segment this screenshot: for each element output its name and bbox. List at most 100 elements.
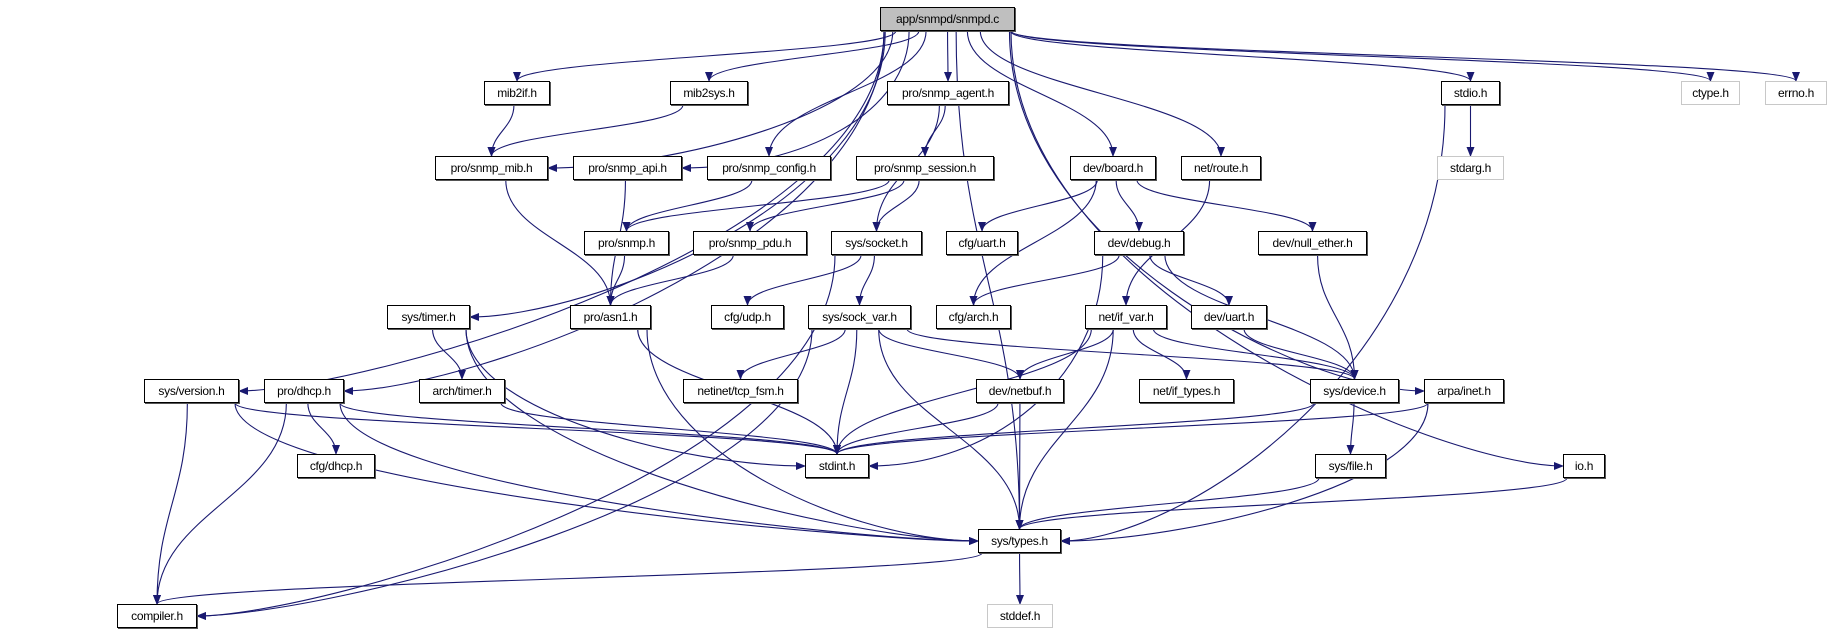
edge-snmp-pdu-to-asn1 — [606, 254, 734, 306]
node-snmp-pdu[interactable]: pro/snmp_pdu.h — [693, 231, 807, 255]
edge-dhcp-to-types — [339, 402, 979, 545]
node-dev-uart[interactable]: dev/uart.h — [1191, 305, 1267, 329]
edge-board-to-null-ether — [1136, 179, 1317, 232]
edge-device-to-file — [1346, 402, 1355, 455]
node-stddef[interactable]: stddef.h — [987, 604, 1053, 628]
node-sock-var[interactable]: sys/sock_var.h — [808, 305, 911, 329]
edge-inet-to-types — [1060, 402, 1429, 545]
node-snmp-mib[interactable]: pro/snmp_mib.h — [435, 156, 548, 180]
edge-arch-timer-to-stdint — [500, 402, 841, 455]
edge-inet-to-stdint — [833, 402, 1429, 455]
node-null-ether[interactable]: dev/null_ether.h — [1258, 231, 1367, 255]
node-file[interactable]: sys/file.h — [1315, 454, 1386, 478]
node-types[interactable]: sys/types.h — [978, 529, 1061, 553]
edge-app-to-snmp-config — [765, 30, 927, 157]
edge-file-to-types — [1015, 477, 1320, 530]
node-cfg-uart[interactable]: cfg/uart.h — [946, 231, 1018, 255]
edge-types-to-compiler — [153, 552, 983, 605]
edge-mib2if-to-snmp-mib — [487, 104, 515, 157]
node-cfg-udp[interactable]: cfg/udp.h — [711, 305, 784, 329]
node-socket[interactable]: sys/socket.h — [831, 231, 922, 255]
node-compiler[interactable]: compiler.h — [117, 604, 197, 628]
edge-version-to-compiler — [153, 402, 188, 605]
edge-if-var-to-device — [1152, 328, 1359, 380]
edge-netbuf-to-stdint — [833, 402, 999, 455]
edge-dhcp-to-stdint — [339, 402, 841, 455]
edge-app-to-dhcp — [343, 30, 885, 395]
edge-asn1-to-types — [646, 328, 979, 545]
node-tcp-fsm[interactable]: netinet/tcp_fsm.h — [683, 379, 798, 403]
edge-app-to-mib2sys — [705, 30, 920, 82]
node-stdarg[interactable]: stdarg.h — [1437, 156, 1504, 180]
node-cfg-arch[interactable]: cfg/arch.h — [936, 305, 1011, 329]
edge-null-ether-to-device — [1316, 254, 1359, 380]
node-io[interactable]: io.h — [1563, 454, 1605, 478]
edge-debug-to-dev-uart — [1149, 254, 1233, 306]
edge-app-to-stdio — [1009, 30, 1475, 82]
edge-sock-var-to-tcp-fsm — [736, 328, 846, 380]
edge-version-to-stdint — [234, 402, 841, 455]
edge-socket-to-cfg-udp — [743, 254, 862, 306]
edge-app-to-io — [1010, 30, 1564, 470]
edge-snmp-session-to-snmp-pdu — [746, 179, 905, 232]
node-snmp[interactable]: pro/snmp.h — [584, 231, 669, 255]
node-stdint[interactable]: stdint.h — [805, 454, 869, 478]
edge-timer-to-arch-timer — [431, 328, 466, 380]
edge-snmp-session-to-socket — [872, 179, 920, 232]
node-snmp-api[interactable]: pro/snmp_api.h — [573, 156, 682, 180]
node-stdio[interactable]: stdio.h — [1441, 81, 1500, 105]
edge-if-var-to-netbuf — [1016, 328, 1114, 380]
edge-app-to-board — [966, 30, 1117, 157]
edge-snmp-config-to-snmp — [622, 179, 753, 232]
edge-snmp-to-asn1 — [606, 254, 626, 306]
edge-board-to-cfg-uart — [978, 179, 1098, 232]
node-mib2if[interactable]: mib2if.h — [484, 81, 550, 105]
edge-timer-to-types — [465, 328, 979, 545]
node-snmp-agent[interactable]: pro/snmp_agent.h — [887, 81, 1009, 105]
edge-sock-var-to-stdint — [833, 328, 858, 455]
node-timer[interactable]: sys/timer.h — [387, 305, 470, 329]
node-if-types[interactable]: net/if_types.h — [1139, 379, 1234, 403]
node-dhcp[interactable]: pro/dhcp.h — [264, 379, 344, 403]
edge-snmp-mib-to-asn1 — [505, 179, 615, 306]
edge-app-to-ctype — [1010, 30, 1715, 82]
edge-io-to-types — [1015, 477, 1568, 530]
node-mib2sys[interactable]: mib2sys.h — [670, 81, 748, 105]
node-errno[interactable]: errno.h — [1765, 81, 1827, 105]
edge-board-to-debug — [1115, 179, 1143, 232]
node-cfg-dhcp[interactable]: cfg/dhcp.h — [297, 454, 375, 478]
node-debug[interactable]: dev/debug.h — [1094, 231, 1184, 255]
edge-sock-var-to-netbuf — [878, 328, 1024, 380]
node-if-var[interactable]: net/if_var.h — [1085, 305, 1167, 329]
edge-dhcp-to-compiler — [153, 402, 287, 605]
node-ctype[interactable]: ctype.h — [1681, 81, 1740, 105]
edge-debug-to-cfg-arch — [969, 254, 1120, 306]
node-inet[interactable]: arpa/inet.h — [1424, 379, 1504, 403]
node-app[interactable]: app/snmpd/snmpd.c — [880, 7, 1015, 31]
edge-debug-to-stdint — [868, 254, 1104, 470]
edge-app-to-mib2if — [513, 30, 897, 82]
edge-socket-to-compiler — [196, 254, 836, 620]
node-board[interactable]: dev/board.h — [1070, 156, 1156, 180]
edge-app-to-types — [955, 30, 1024, 530]
edge-dev-uart-to-device — [1243, 328, 1359, 380]
node-snmp-session[interactable]: pro/snmp_session.h — [856, 156, 994, 180]
node-arch-timer[interactable]: arch/timer.h — [419, 379, 505, 403]
edge-board-to-cfg-arch — [969, 179, 1097, 306]
edge-mib2sys-to-snmp-mib — [487, 104, 684, 157]
node-route[interactable]: net/route.h — [1181, 156, 1261, 180]
node-snmp-config[interactable]: pro/snmp_config.h — [707, 156, 831, 180]
edge-app-to-route — [979, 30, 1225, 157]
edge-socket-to-sock-var — [855, 254, 876, 306]
node-asn1[interactable]: pro/asn1.h — [570, 305, 651, 329]
node-netbuf[interactable]: dev/netbuf.h — [976, 379, 1064, 403]
edge-sock-var-to-device — [906, 328, 1359, 380]
edge-snmp-session-to-snmp — [622, 179, 890, 232]
edge-app-to-errno — [1010, 30, 1800, 82]
edge-stdio-to-types — [1060, 104, 1446, 545]
edge-dhcp-to-cfg-dhcp — [307, 402, 340, 455]
node-device[interactable]: sys/device.h — [1310, 379, 1399, 403]
edge-device-to-stdint — [833, 402, 1315, 455]
node-version[interactable]: sys/version.h — [144, 379, 239, 403]
